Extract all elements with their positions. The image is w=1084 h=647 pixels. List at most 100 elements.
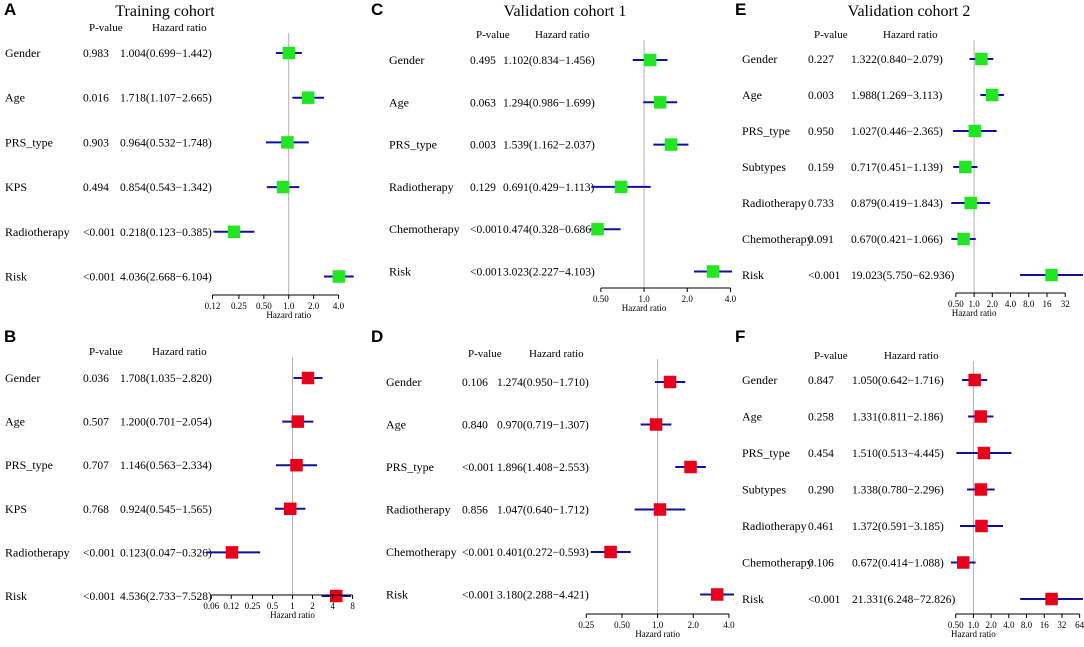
panel-b-tick-label: 2	[310, 601, 315, 611]
panel-e-row-risk-pvalue: <0.001	[808, 270, 841, 282]
panel-b-tick-label: 0.5	[267, 601, 279, 611]
panel-f-row-age-hr-marker	[974, 410, 987, 423]
panel-f-row-age-hr-text: 1.331(0.811−2.186)	[852, 412, 944, 424]
panel-f-row-chemotherapy-pvalue: 0.106	[808, 558, 834, 570]
panel-f-row-risk-label: Risk	[742, 592, 764, 606]
panel-b-row-kps-hr-marker	[283, 502, 297, 516]
panel-b-tick-label: 0.25	[245, 601, 261, 611]
panel-a-letter: A	[4, 0, 16, 19]
panel-d-row-risk-pvalue: <0.001	[462, 590, 495, 602]
panel-c-row-prs-type-label: PRS_type	[389, 138, 437, 152]
panel-c-row-gender-hr-marker	[643, 53, 657, 67]
panel-e-pvalue-header: P-value	[814, 29, 848, 41]
panel-c-row-prs-type-pvalue: 0.003	[470, 140, 496, 152]
panel-a-tick-label: 2.0	[308, 301, 320, 311]
panel-d-row-age-hr-text: 0.970(0.719−1.307)	[497, 420, 589, 432]
panel-e-tick-label: 8.0	[1023, 299, 1035, 309]
panel-d-tick-label: 1.0	[652, 620, 664, 630]
panel-e-tick-label: 1.0	[968, 299, 980, 309]
panel-a-row-risk-hr-text: 4.036(2.668−6.104)	[120, 272, 212, 284]
panel-d-tick-label: 2.0	[688, 620, 700, 630]
panel-a-row-kps-pvalue: 0.494	[83, 182, 109, 194]
panel-b-row-prs-type-hr-text: 1.146(0.563−2.334)	[120, 460, 212, 472]
panel-d-row-chemotherapy-pvalue: <0.001	[462, 547, 495, 559]
panel-e-row-gender-hr-marker	[975, 52, 988, 66]
panel-d-tick-label: 0.50	[614, 620, 630, 630]
panel-a-row-radiotherapy-pvalue: <0.001	[83, 227, 116, 239]
panel-b-row-radiotherapy-hr-marker	[225, 546, 239, 559]
panel-b-pvalue-header: P-value	[89, 346, 123, 358]
panel-c-row-chemotherapy-label: Chemotherapy	[389, 222, 460, 236]
panel-e-row-prs-type-hr-text: 1.027(0.446−2.365)	[851, 126, 943, 138]
panel-a-row-age-hr-marker	[301, 91, 315, 104]
panel-c-row-age-hr-text: 1.294(0.986−1.699)	[503, 97, 595, 109]
panel-e-row-chemotherapy-hr-text: 0.670(0.421−1.066)	[851, 234, 943, 246]
panel-f-row-risk-pvalue: <0.001	[808, 594, 841, 606]
panel-a-row-age-hr-text: 1.718(1.107−2.665)	[120, 93, 212, 105]
panel-c-row-risk-hr-text: 3.023(2.227−4.103)	[503, 267, 595, 279]
panel-e-tick-label: 0.50	[948, 299, 964, 309]
panel-c-pvalue-header: P-value	[476, 29, 510, 41]
panel-b-tick-label: 1	[290, 601, 295, 611]
panel-a-tick-label: 1.0	[283, 301, 295, 311]
panel-e-row-subtypes-label: Subtypes	[742, 160, 786, 174]
panel-b-tick-label: 0.06	[203, 601, 219, 611]
panel-a-row-kps-label: KPS	[5, 180, 27, 194]
panel-f-tick-label: 8.0	[1021, 620, 1033, 630]
panel-d-row-chemotherapy-label: Chemotherapy	[386, 545, 457, 559]
panel-f-hr-header: Hazard ratio	[884, 350, 939, 362]
panel-b-row-kps-hr-text: 0.924(0.545−1.565)	[120, 504, 212, 516]
panel-e-row-prs-type-label: PRS_type	[742, 124, 790, 138]
panel-a-row-risk-hr-marker	[332, 270, 346, 283]
panel-d-pvalue-header: P-value	[468, 348, 502, 360]
panel-b-tick-label: 8	[350, 601, 355, 611]
panel-c-row-risk-pvalue: <0.001	[470, 267, 503, 279]
panel-e-row-subtypes-pvalue: 0.159	[808, 162, 834, 174]
panel-b-tick-label: 0.12	[223, 601, 239, 611]
panel-b-row-prs-type-pvalue: 0.707	[83, 460, 109, 472]
panel-d-row-risk-label: Risk	[386, 588, 408, 602]
panel-f-tick-label: 0.50	[948, 620, 964, 630]
panel-a-row-radiotherapy-hr-marker	[227, 225, 241, 239]
panel-e-tick-label: 16	[1042, 299, 1052, 309]
panel-d-row-gender-label: Gender	[386, 375, 421, 389]
panel-f-row-prs-type-pvalue: 0.454	[808, 448, 834, 460]
panel-c-row-radiotherapy-pvalue: 0.129	[470, 182, 496, 194]
panel-e-row-age-hr-marker	[985, 88, 999, 102]
panel-d-row-prs-type-hr-marker	[684, 460, 697, 474]
panel-f-pvalue-header: P-value	[814, 350, 848, 362]
panel-d-row-gender-hr-text: 1.274(0.950−1.710)	[497, 377, 589, 389]
panel-f-tick-label: 16	[1040, 620, 1050, 630]
panel-a-row-radiotherapy-label: Radiotherapy	[5, 225, 70, 239]
panel-a-pvalue-header: P-value	[89, 22, 123, 34]
panel-b-row-prs-type-hr-marker	[290, 458, 303, 472]
panel-a-tick-label: 0.50	[256, 301, 272, 311]
panel-a-x-axis-title: Hazard ratio	[266, 310, 311, 320]
panel-f-row-subtypes-hr-marker	[974, 483, 988, 496]
panel-a-tick-label: 4.0	[333, 301, 345, 311]
panel-d-row-age-pvalue: 0.840	[462, 420, 488, 432]
panel-b-row-radiotherapy-hr-text: 0.123(0.047−0.326)	[120, 547, 212, 559]
panel-d-row-radiotherapy-pvalue: 0.856	[462, 505, 488, 517]
panel-c-tick-label: 2.0	[682, 294, 694, 304]
panel-d-row-risk-hr-text: 3.180(2.288−4.421)	[497, 590, 589, 602]
panel-b-row-radiotherapy-label: Radiotherapy	[5, 545, 70, 559]
panel-f-letter: F	[735, 327, 745, 346]
panel-b-row-kps-label: KPS	[5, 502, 27, 516]
panel-f-row-prs-type-hr-text: 1.510(0.513−4.445)	[852, 448, 944, 460]
panel-e-row-radiotherapy-hr-text: 0.879(0.419−1.843)	[851, 198, 943, 210]
panel-b-letter: B	[4, 327, 16, 346]
panel-f-tick-label: 64	[1075, 620, 1084, 630]
panel-c-row-chemotherapy-pvalue: <0.001	[470, 224, 503, 236]
panel-a-row-gender-pvalue: 0.983	[83, 48, 109, 60]
panel-e-row-gender-label: Gender	[742, 52, 777, 66]
panel-a-row-age-pvalue: 0.016	[83, 93, 109, 105]
panel-c-row-gender-label: Gender	[389, 53, 424, 67]
panel-f-row-chemotherapy-hr-text: 0.672(0.414−1.088)	[852, 558, 944, 570]
panel-e-hr-header: Hazard ratio	[883, 29, 938, 41]
panel-f-row-risk-hr-text: 21.331(6.248−72.826)	[852, 594, 955, 606]
panel-a-row-prs-type-label: PRS_type	[5, 135, 53, 149]
panel-b-row-age-pvalue: 0.507	[83, 417, 109, 429]
panel-d-row-gender-hr-marker	[663, 375, 677, 389]
panel-f-row-subtypes-hr-text: 1.338(0.780−2.296)	[852, 485, 944, 497]
